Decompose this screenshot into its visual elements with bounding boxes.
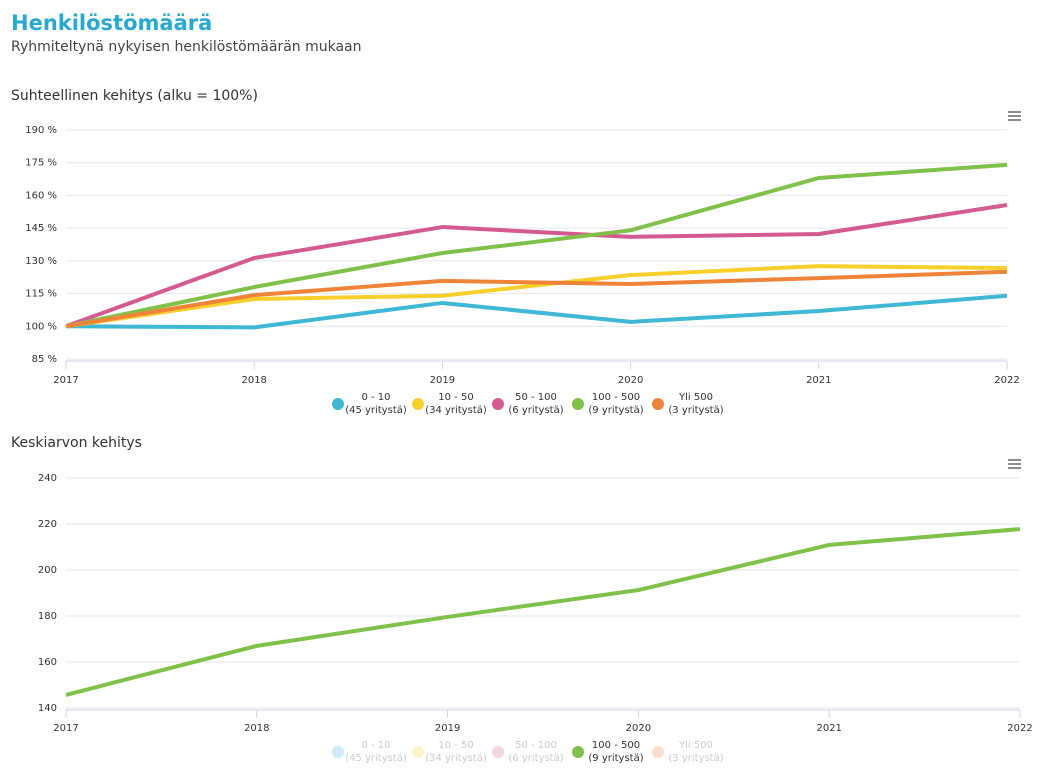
- x-tick-label: 2021: [806, 375, 831, 386]
- legend-label: Yli 500: [678, 740, 713, 751]
- chart-title: Suhteellinen kehitys (alku = 100%): [11, 88, 258, 104]
- y-tick-label: 200: [38, 565, 57, 576]
- legend-count: (9 yritystä): [588, 405, 643, 416]
- legend-marker: [572, 398, 584, 410]
- legend-marker: [572, 746, 584, 758]
- legend-label: 10 - 50: [438, 740, 473, 751]
- x-tick-label: 2017: [53, 723, 78, 734]
- legend-label: 50 - 100: [515, 392, 557, 403]
- legend-count: (45 yritystä): [345, 753, 407, 764]
- legend-count: (34 yritystä): [425, 753, 487, 764]
- y-tick-label: 130 %: [25, 256, 57, 267]
- y-tick-label: 175 %: [25, 158, 57, 169]
- legend-label: 0 - 10: [361, 740, 390, 751]
- legend-item[interactable]: 0 - 10 (45 yritystä): [332, 740, 407, 764]
- series-line: [65, 527, 1021, 697]
- legend-label: 100 - 500: [592, 740, 640, 751]
- y-tick-label: 220: [38, 519, 57, 530]
- legend-item[interactable]: 100 - 500 (9 yritystä): [572, 740, 644, 764]
- legend-count: (3 yritystä): [668, 753, 723, 764]
- page-title: Henkilöstömäärä: [11, 11, 212, 35]
- y-tick-label: 160: [38, 657, 57, 668]
- legend-item[interactable]: 50 - 100 (6 yritystä): [492, 740, 564, 764]
- menu-icon[interactable]: [1008, 111, 1021, 121]
- x-tick-label: 2018: [241, 375, 266, 386]
- y-tick-label: 115 %: [25, 289, 57, 300]
- x-tick-label: 2019: [435, 723, 460, 734]
- legend-item[interactable]: Yli 500 (3 yritystä): [652, 740, 724, 764]
- series-line: [65, 293, 1008, 330]
- legend-item[interactable]: 100 - 500 (9 yritystä): [572, 392, 644, 416]
- legend-count: (6 yritystä): [508, 753, 563, 764]
- legend-count: (3 yritystä): [668, 405, 723, 416]
- legend-label: Yli 500: [678, 392, 713, 403]
- legend-marker: [412, 746, 424, 758]
- x-tick-label: 2019: [430, 375, 455, 386]
- y-tick-label: 180: [38, 611, 57, 622]
- y-tick-label: 190 %: [25, 125, 57, 136]
- legend-item[interactable]: 50 - 100 (6 yritystä): [492, 392, 564, 416]
- legend-marker: [492, 746, 504, 758]
- series-line: [65, 269, 1008, 329]
- series-line: [65, 203, 1008, 329]
- x-tick-label: 2020: [618, 375, 643, 386]
- y-tick-label: 100 %: [25, 321, 57, 332]
- legend-item[interactable]: Yli 500 (3 yritystä): [652, 392, 724, 416]
- menu-icon[interactable]: [1008, 459, 1021, 469]
- legend-label: 100 - 500: [592, 392, 640, 403]
- y-tick-label: 160 %: [25, 190, 57, 201]
- legend-label: 10 - 50: [438, 392, 473, 403]
- legend-marker: [492, 398, 504, 410]
- legend-count: (6 yritystä): [508, 405, 563, 416]
- x-tick-label: 2022: [994, 375, 1019, 386]
- y-tick-label: 85 %: [32, 354, 57, 365]
- legend-label: 0 - 10: [361, 392, 390, 403]
- legend-item[interactable]: 10 - 50 (34 yritystä): [412, 392, 487, 416]
- series-line: [65, 162, 1008, 329]
- legend-marker: [332, 398, 344, 410]
- legend-count: (45 yritystä): [345, 405, 407, 416]
- page-subtitle: Ryhmiteltynä nykyisen henkilöstömäärän m…: [11, 39, 362, 55]
- x-tick-label: 2020: [626, 723, 651, 734]
- series-line: [65, 264, 1008, 329]
- legend-marker: [412, 398, 424, 410]
- legend-count: (34 yritystä): [425, 405, 487, 416]
- legend-marker: [652, 746, 664, 758]
- chart-title: Keskiarvon kehitys: [11, 435, 142, 451]
- y-tick-label: 145 %: [25, 223, 57, 234]
- legend-label: 50 - 100: [515, 740, 557, 751]
- x-tick-label: 2017: [53, 375, 78, 386]
- legend-marker: [652, 398, 664, 410]
- x-tick-label: 2022: [1007, 723, 1032, 734]
- legend-item[interactable]: 0 - 10 (45 yritystä): [332, 392, 407, 416]
- x-tick-label: 2021: [816, 723, 841, 734]
- legend-count: (9 yritystä): [588, 753, 643, 764]
- y-tick-label: 240: [38, 473, 57, 484]
- x-tick-label: 2018: [244, 723, 269, 734]
- legend-marker: [332, 746, 344, 758]
- legend-item[interactable]: 10 - 50 (34 yritystä): [412, 740, 487, 764]
- y-tick-label: 140: [38, 703, 57, 714]
